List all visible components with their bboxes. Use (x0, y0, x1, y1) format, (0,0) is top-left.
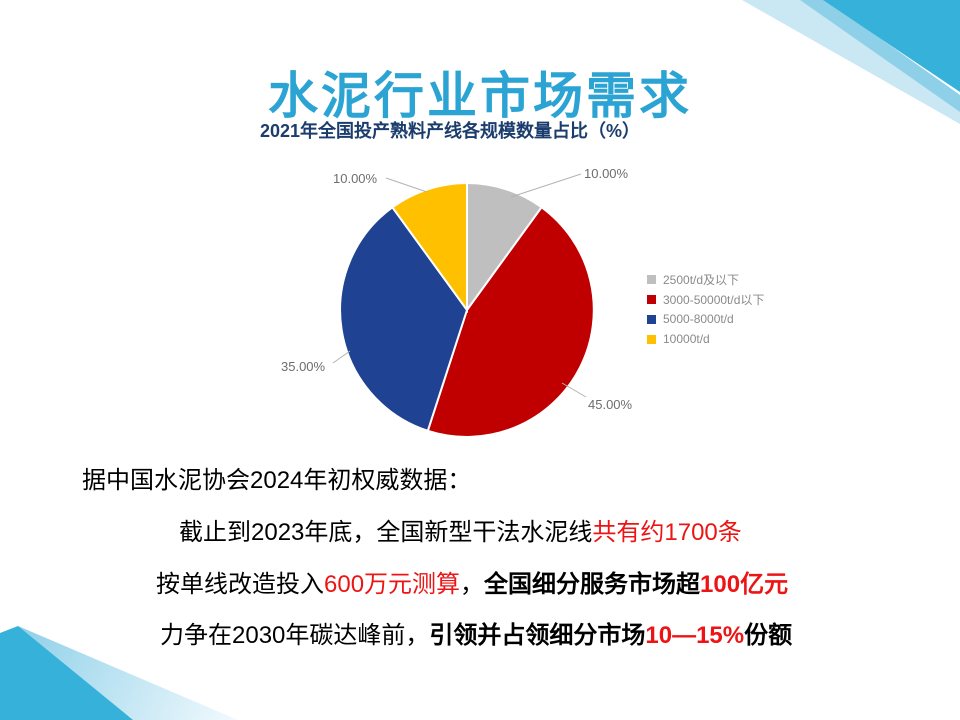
leader-line-yellow (385, 177, 428, 193)
legend-label: 2500t/d及以下 (663, 272, 740, 287)
body-line-2-text: 截止到2023年底，全国新型干法水泥线 (179, 519, 593, 546)
legend-swatch-icon (647, 274, 656, 284)
body-line-3-highlight-a: 600万元测算 (324, 571, 461, 598)
body-line-1-text: 据中国水泥协会2024年初权威数据： (82, 467, 472, 494)
body-line-4-highlight: 10—15% (645, 622, 745, 649)
legend-item-1: 3000-50000t/d以下 (647, 289, 764, 309)
legend-label: 5000-8000t/d (663, 312, 734, 326)
body-line-2-highlight: 共有约1700条 (592, 519, 742, 546)
legend-item-2: 5000-8000t/d (647, 309, 764, 329)
body-line-4: 力争在2030年碳达峰前，引领并占领细分市场10—15%份额 (160, 621, 792, 651)
slice-label-2500: 10.00% (584, 166, 629, 181)
slide-title: 水泥行业市场需求 (268, 68, 692, 124)
slice-label-5000-8000: 35.00% (281, 359, 326, 374)
legend-label: 3000-50000t/d以下 (663, 292, 765, 307)
chart-legend: 2500t/d及以下 3000-50000t/d以下 5000-8000t/d 100… (647, 269, 764, 349)
pie-slice-0 (466, 181, 543, 314)
body-line-4-text-c: 份额 (744, 622, 793, 649)
body-line-3: 按单线改造投入600万元测算，全国细分服务市场超100亿元 (156, 570, 788, 600)
leader-line-red (561, 382, 587, 398)
legend-label: 10000t/d (663, 332, 710, 346)
legend-item-0: 2500t/d及以下 (647, 269, 764, 289)
leader-line-gray (510, 173, 582, 198)
slice-label-10000: 10.00% (333, 171, 378, 186)
body-line-3-text-b: 全国细分服务市场超 (484, 571, 701, 598)
body-line-3-text-a: 按单线改造投入 (156, 571, 324, 598)
leader-lines (332, 173, 587, 398)
legend-item-3: 10000t/d (647, 329, 764, 349)
body-line-3-comma: ， (460, 571, 485, 598)
pie-slice-3 (391, 181, 468, 314)
pie-slice-1 (426, 205, 595, 438)
body-line-4-text-b: 引领并占领细分市场 (429, 622, 646, 649)
body-line-3-highlight-b: 100亿元 (700, 571, 789, 598)
leader-line-blue (332, 350, 351, 364)
legend-swatch-icon (647, 314, 656, 324)
legend-swatch-icon (647, 334, 656, 344)
body-line-1: 据中国水泥协会2024年初权威数据： (82, 466, 471, 496)
pie-slices (339, 181, 595, 438)
body-line-2: 截止到2023年底，全国新型干法水泥线共有约1700条 (179, 518, 742, 548)
body-line-4-text-a: 力争在2030年碳达峰前， (160, 622, 430, 649)
legend-swatch-icon (647, 294, 656, 304)
pie-slice-2 (339, 205, 469, 433)
slice-label-3000-50000: 45.00% (588, 397, 633, 412)
chart-title: 2021年全国投产熟料产线各规模数量占比（%） (259, 121, 641, 141)
